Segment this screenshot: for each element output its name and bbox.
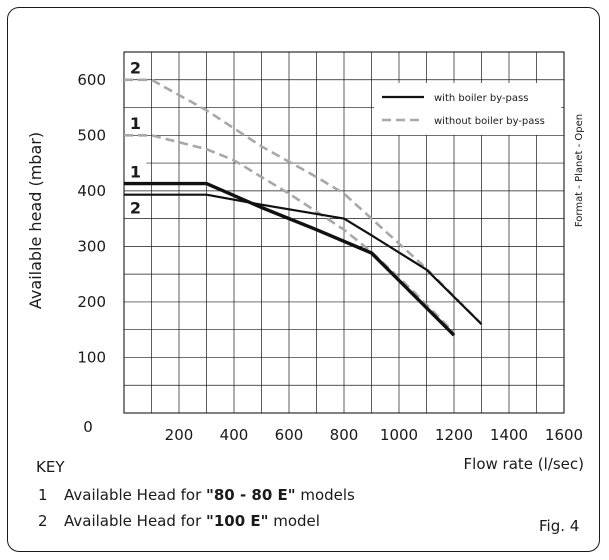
y-tick-label: 400 — [77, 182, 106, 200]
series-with-bypass-curve-1 — [124, 181, 456, 337]
series-without-bypass-curve-1 — [124, 134, 455, 334]
curve-label: 2 — [130, 59, 141, 78]
figure-label: Fig. 4 — [539, 517, 580, 535]
x-tick-label: 1200 — [435, 426, 473, 444]
x-tick-label: 200 — [165, 426, 194, 444]
series-with-bypass-curve-2 — [124, 193, 483, 325]
curve-label: 1 — [130, 114, 141, 133]
key-item-2-model: "100 E" — [206, 512, 269, 530]
curve-label: 1 — [130, 162, 141, 181]
curve-label-bg — [124, 196, 147, 217]
key-item-1-text: Available Head for "80 - 80 E" models — [64, 486, 355, 504]
x-tick-label: 800 — [330, 426, 359, 444]
curve-label-bg — [124, 112, 147, 133]
x-tick-label: 1000 — [380, 426, 418, 444]
x-tick-label: 1400 — [490, 426, 528, 444]
plot-area: 0 200 400 600 800 1000 1200 1400 160010020030040… — [26, 51, 585, 473]
y-tick-label: 500 — [77, 126, 106, 144]
legend-box — [374, 83, 561, 135]
series-without-bypass-curve-2 — [124, 78, 483, 326]
figure-frame — [7, 7, 600, 552]
legend-label: with boiler by-pass — [434, 93, 528, 104]
curve-label-bg — [124, 56, 147, 77]
y-tick-label: 100 — [77, 348, 106, 366]
key-item-2-text: Available Head for "100 E" model — [64, 512, 320, 530]
x-tick-label: 400 — [220, 426, 249, 444]
plot-border — [123, 51, 565, 414]
y-axis-label: Available head (mbar) — [26, 132, 45, 309]
key-item-2-number: 2 — [38, 512, 48, 530]
y-tick-label: 600 — [77, 71, 106, 89]
key-item-1-model: "80 - 80 E" — [206, 486, 296, 504]
x-tick-label: 0 — [83, 418, 93, 436]
curve-label: 2 — [130, 199, 141, 218]
key-title: KEY — [36, 458, 65, 476]
y-tick-label: 200 — [77, 293, 106, 311]
side-label: Format - Planet - Open — [574, 114, 585, 227]
key-item-2: 2 Available Head for "100 E" model — [38, 512, 438, 532]
curve-label-bg — [124, 160, 147, 181]
legend-label: without boiler by-pass — [434, 116, 545, 127]
y-tick-label: 300 — [77, 237, 106, 255]
x-axis-label: Flow rate (l/sec) — [464, 455, 584, 473]
x-tick-label: 1600 — [545, 426, 583, 444]
key-item-1-number: 1 — [38, 486, 48, 504]
key-item-1: 1 Available Head for "80 - 80 E" models — [38, 486, 438, 506]
x-tick-label: 600 — [275, 426, 304, 444]
